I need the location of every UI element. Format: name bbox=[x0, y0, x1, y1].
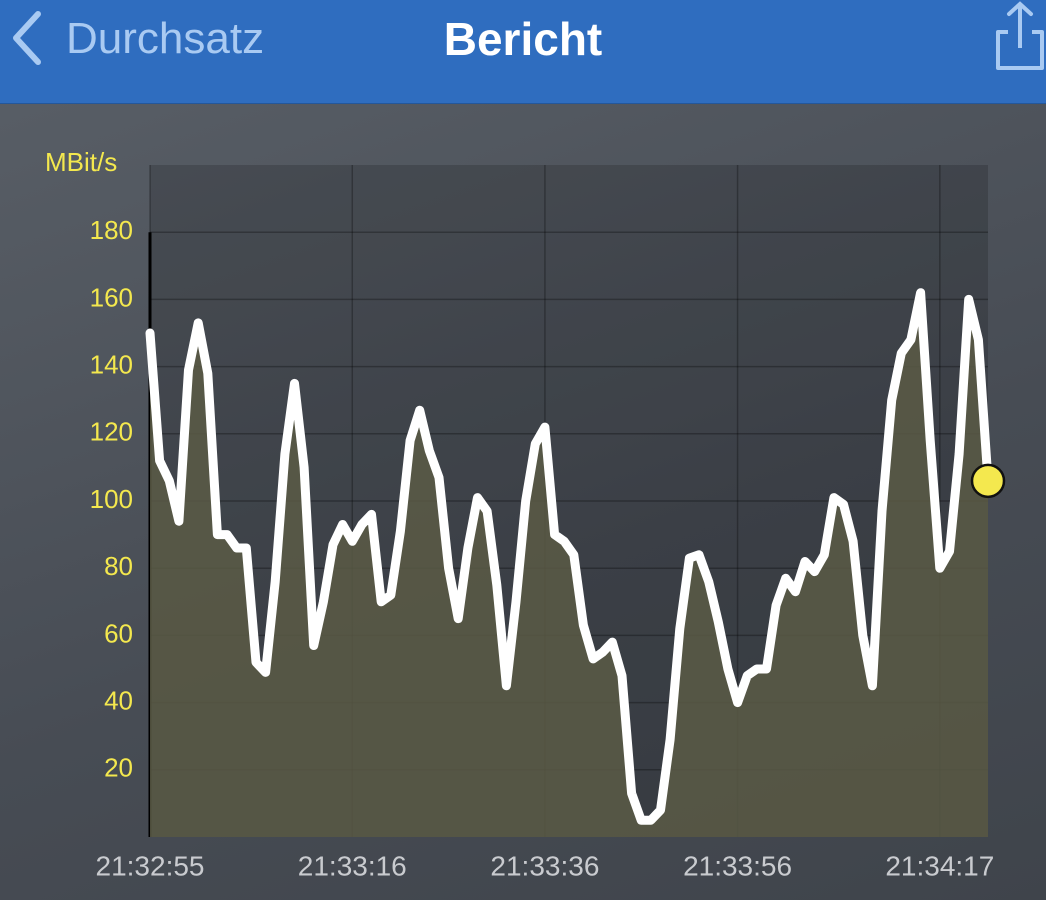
y-axis-label: MBit/s bbox=[45, 147, 117, 177]
chart: MBit/s 20 40 60 80 100 120 140 160 180 21:32:55 21… bbox=[45, 147, 1006, 881]
area-fill bbox=[150, 292, 988, 837]
x-tick-label: 21:33:36 bbox=[490, 850, 599, 881]
x-tick-label: 21:33:56 bbox=[683, 850, 792, 881]
share-button[interactable] bbox=[990, 0, 1046, 80]
nav-title: Bericht bbox=[443, 13, 603, 65]
y-tick-label: 160 bbox=[90, 282, 133, 312]
y-tick-label: 120 bbox=[90, 417, 133, 447]
current-value-marker bbox=[970, 463, 1006, 499]
y-tick-label: 80 bbox=[104, 551, 133, 581]
y-tick-label: 140 bbox=[90, 349, 133, 379]
x-tick-label: 21:33:16 bbox=[298, 850, 407, 881]
y-tick-label: 180 bbox=[90, 215, 133, 245]
throughput-line bbox=[145, 288, 993, 825]
x-tick-label: 21:34:17 bbox=[885, 850, 994, 881]
x-tick-label: 21:32:55 bbox=[96, 850, 205, 881]
y-tick-label: 40 bbox=[104, 685, 133, 715]
nav-bar: Durchsatz Bericht bbox=[0, 0, 1046, 104]
y-tick-label: 60 bbox=[104, 618, 133, 648]
y-tick-label: 100 bbox=[90, 484, 133, 514]
back-chevron[interactable] bbox=[4, 4, 54, 74]
y-tick-label: 20 bbox=[104, 753, 133, 783]
back-button[interactable]: Durchsatz bbox=[66, 14, 265, 63]
